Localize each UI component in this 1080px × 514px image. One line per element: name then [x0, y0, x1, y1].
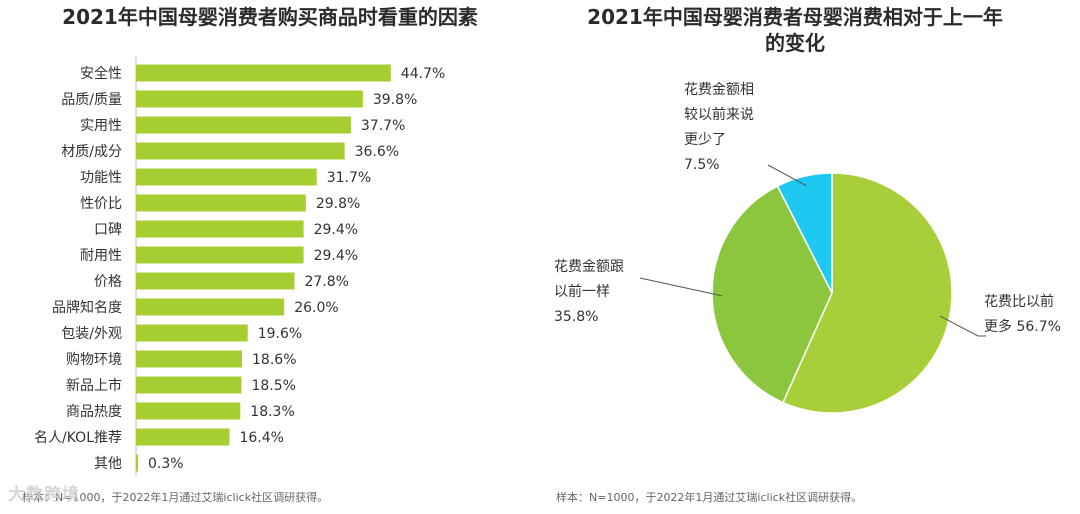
pie-chart-title-line-1: 2021年中国母婴消费者母婴消费相对于上一年	[587, 5, 1003, 29]
category-label: 性价比	[80, 196, 122, 212]
pie-chart-source-note: 样本：N=1000，于2022年1月通过艾瑞iclick社区调研获得。	[556, 491, 863, 504]
value-label: 18.3%	[250, 404, 294, 420]
pie-leader-line	[939, 315, 986, 337]
category-label: 实用性	[80, 118, 122, 134]
bar	[136, 376, 242, 394]
pie-chart-title: 2021年中国母婴消费者母婴消费相对于上一年 的变化	[545, 4, 1045, 56]
bar	[136, 168, 317, 186]
watermark-logo: 大数跨境	[8, 485, 80, 505]
pie-slice-label: 更多 56.7%	[984, 318, 1061, 335]
value-label: 18.6%	[252, 352, 296, 368]
category-label: 商品热度	[66, 404, 122, 420]
pie-slice-label: 以前一样	[554, 283, 610, 300]
value-label: 29.4%	[314, 248, 358, 264]
pie-slice	[711, 185, 833, 404]
category-label: 安全性	[80, 65, 122, 82]
bar	[136, 246, 304, 264]
pie-slice	[781, 172, 953, 414]
value-label: 27.8%	[304, 274, 348, 290]
value-label: 39.8%	[373, 92, 417, 108]
category-label: 新品上市	[66, 377, 122, 394]
value-label: 36.6%	[355, 144, 399, 160]
bar	[136, 454, 138, 472]
category-label: 品牌知名度	[52, 299, 122, 316]
category-label: 功能性	[80, 170, 122, 186]
bar	[136, 220, 304, 238]
pie-slice-label: 较以前来说	[684, 106, 754, 123]
value-label: 29.4%	[314, 222, 358, 238]
bar	[136, 142, 345, 160]
pie-slice-label: 更少了	[684, 132, 726, 148]
bar	[136, 324, 248, 342]
bar	[136, 428, 230, 446]
category-label: 其他	[94, 456, 122, 472]
category-label: 购物环境	[66, 352, 122, 368]
bar-chart-source-note: 样本：N=1000，于2022年1月通过艾瑞iclick社区调研获得。	[22, 491, 329, 504]
pie-slice	[776, 172, 833, 294]
pie-slice-label: 花费金额跟	[554, 259, 624, 275]
pie-slice-label: 花费金额相	[684, 82, 754, 98]
pie-slice-label: 35.8%	[554, 309, 598, 325]
bar	[136, 350, 243, 368]
bar-chart: 安全性 44.7% 品质/质量 39.8% 实用性 37.7% 材质/成分 36.6% 功能性 3…	[34, 57, 445, 476]
pie-chart-title-line-2: 的变化	[765, 31, 825, 55]
value-label: 0.3%	[148, 456, 184, 472]
value-label: 16.4%	[239, 430, 283, 446]
value-label: 19.6%	[258, 326, 302, 342]
category-label: 价格	[94, 274, 122, 290]
bar	[136, 298, 285, 316]
value-label: 37.7%	[361, 118, 405, 134]
category-label: 包装/外观	[61, 326, 122, 342]
bar	[136, 64, 391, 82]
pie-leader-line	[767, 164, 807, 187]
bar-chart-title: 2021年中国母婴消费者购买商品时看重的因素	[62, 5, 478, 29]
value-label: 31.7%	[327, 170, 371, 186]
category-label: 口碑	[94, 222, 122, 238]
value-label: 29.8%	[316, 196, 360, 212]
value-label: 44.7%	[401, 66, 445, 82]
pie-slice-label: 7.5%	[684, 157, 720, 173]
category-label: 名人/KOL推荐	[34, 430, 122, 446]
bar	[136, 272, 295, 290]
value-label: 26.0%	[294, 300, 338, 316]
value-label: 18.5%	[251, 378, 295, 394]
pie-slice-label: 花费比以前	[984, 293, 1054, 310]
bar	[136, 194, 306, 212]
bar	[136, 116, 351, 134]
bar	[136, 402, 241, 420]
pie-leader-line	[639, 277, 722, 297]
category-label: 耐用性	[80, 248, 122, 264]
category-label: 材质/成分	[61, 144, 122, 160]
bar	[136, 90, 363, 108]
category-label: 品质/质量	[61, 92, 122, 108]
